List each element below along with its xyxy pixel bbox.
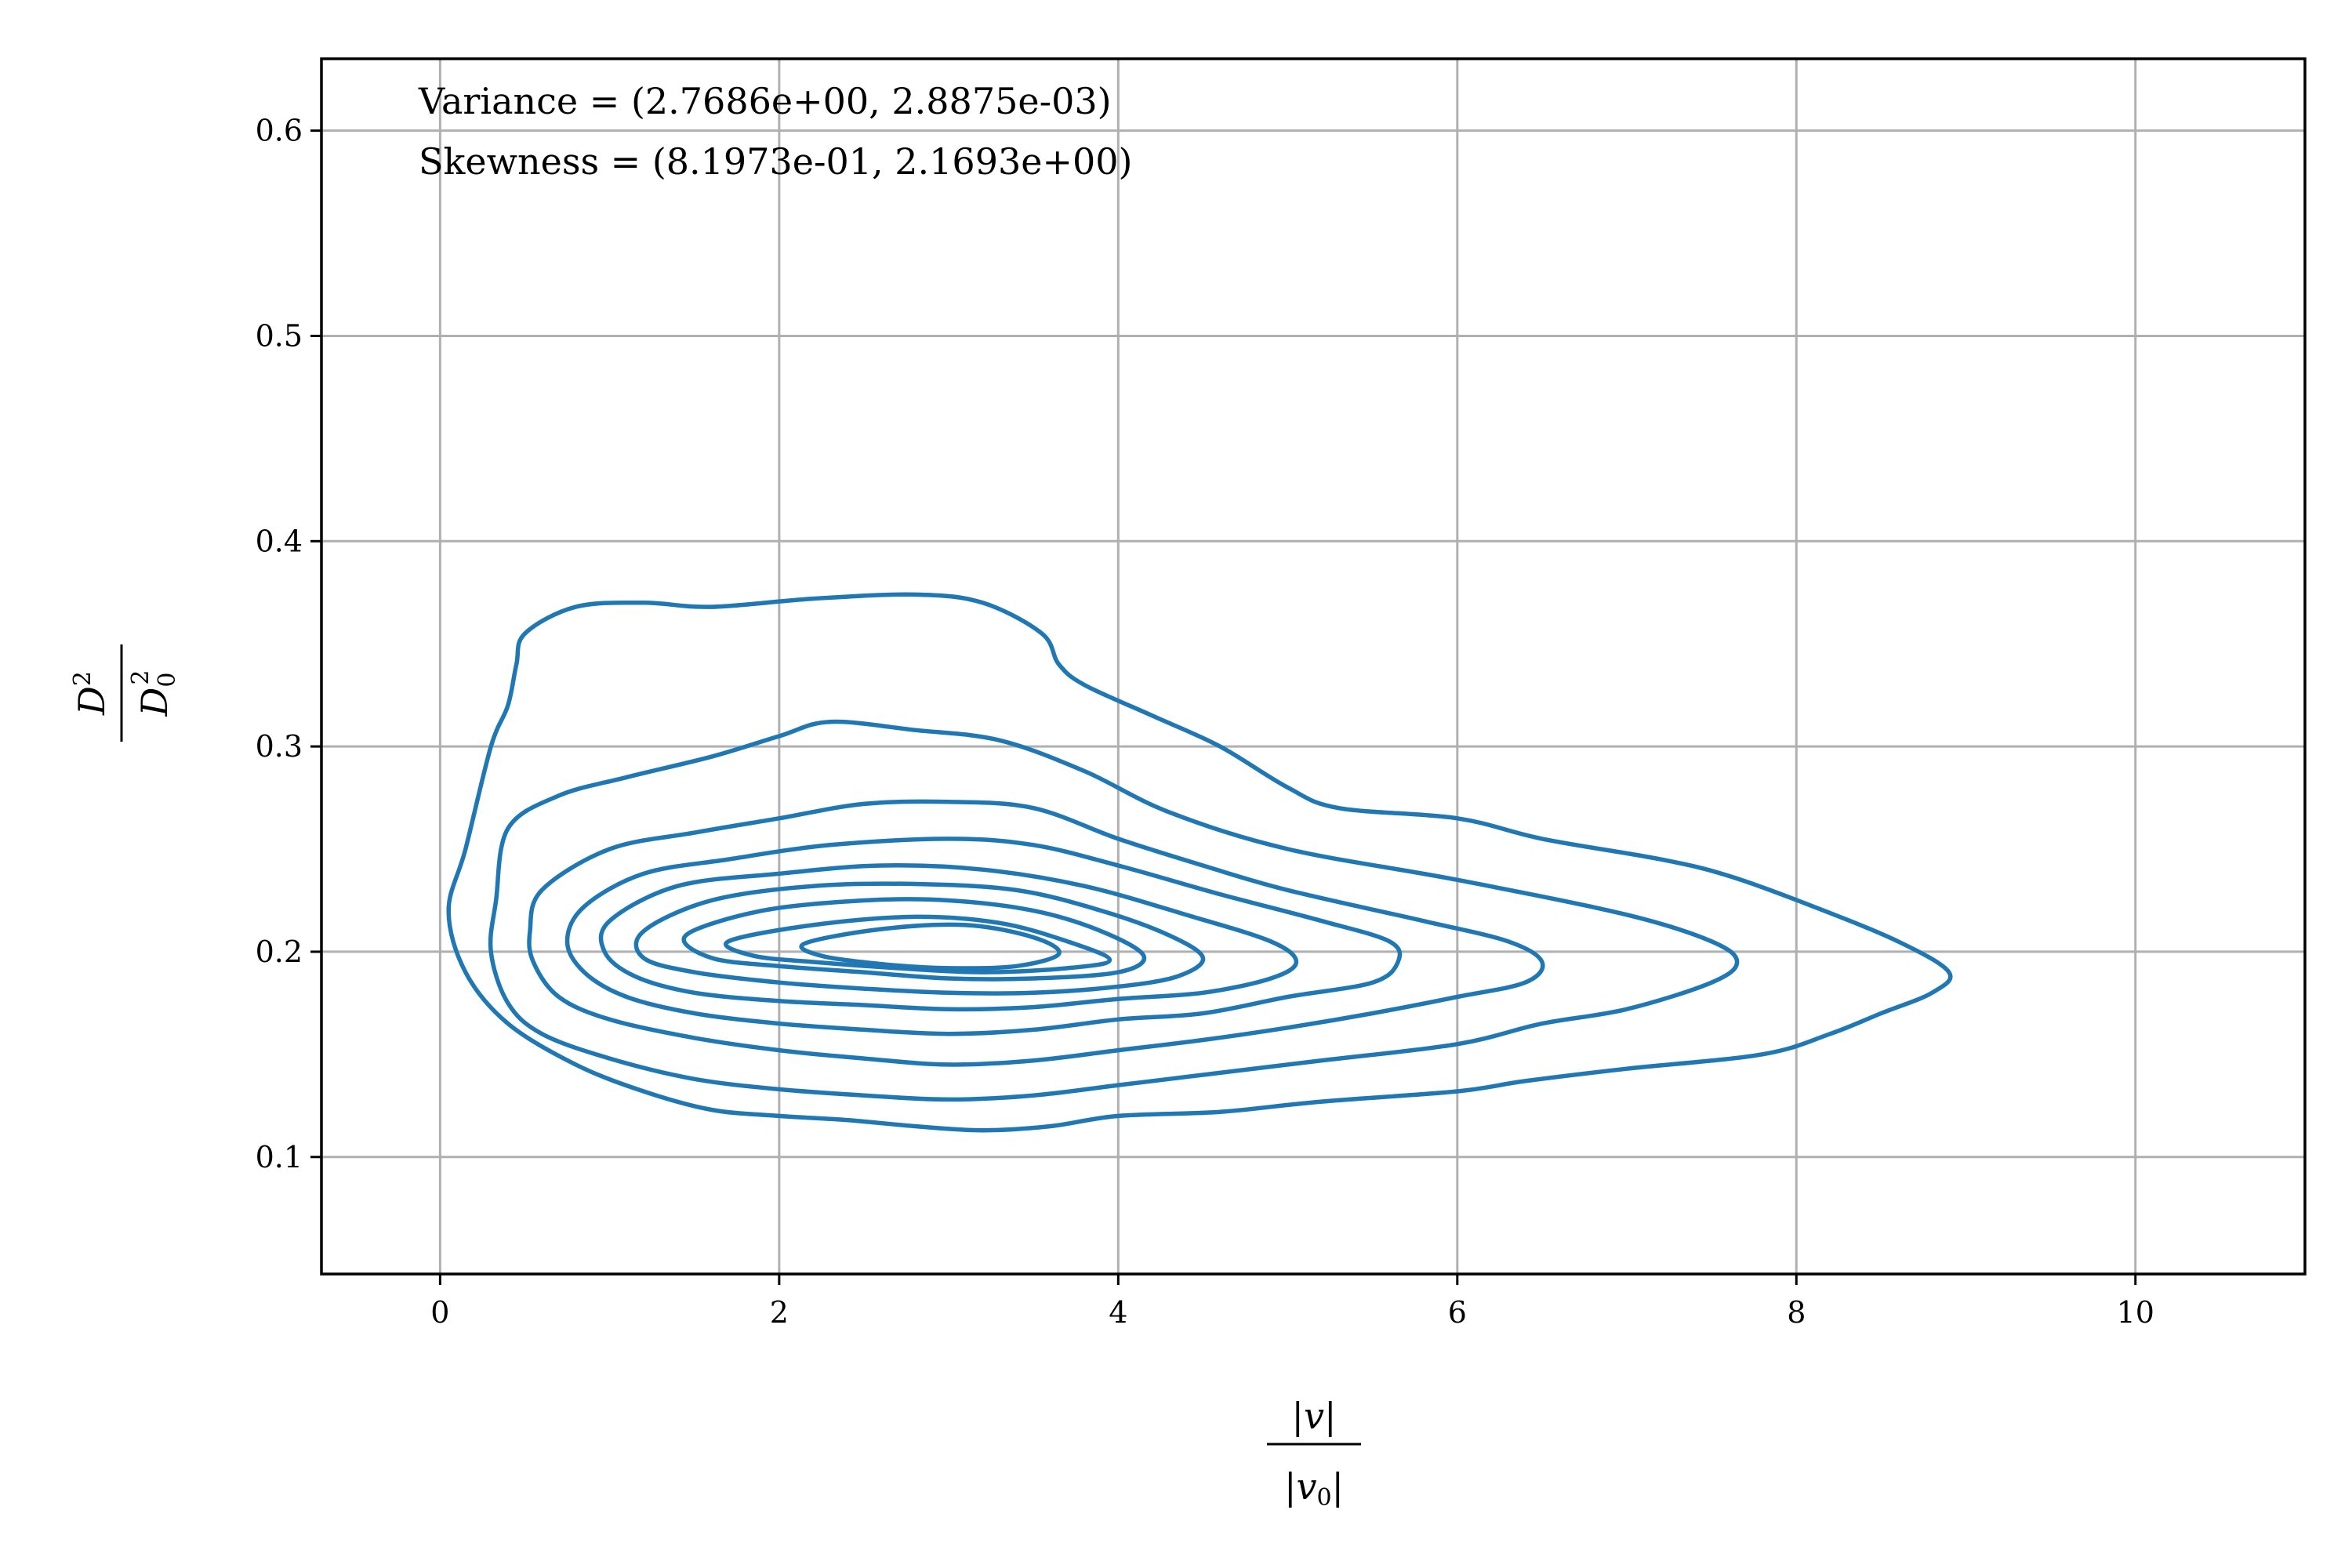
contour-line-level-9 [799, 922, 1062, 971]
y-label-denominator-base: D [133, 688, 176, 717]
contour-line-level-6 [633, 881, 1206, 996]
y-label-denominator-sub: 0 [154, 673, 181, 688]
contour-lines [446, 592, 1953, 1133]
x-tick-label: 10 [2117, 1295, 2154, 1330]
y-label-denominator-sup: 2 [127, 670, 154, 684]
y-label-numerator: D2 [69, 671, 113, 716]
y-tick-label: 0.3 [256, 729, 303, 764]
x-tick-label: 6 [1448, 1295, 1467, 1330]
plot-frame [320, 57, 2307, 1276]
contour-line-level-4 [564, 837, 1403, 1036]
annotation-variance: Variance = (2.7686e+00, 2.8875e-03) [418, 80, 1112, 122]
contour-line-level-8 [724, 914, 1112, 975]
annotation-skewness: Skewness = (8.1973e-01, 2.1693e+00) [419, 140, 1132, 183]
x-tick-label: 2 [770, 1295, 789, 1330]
axis-ticks: 0 2 4 6 8 10 0.1 0.2 0.3 0.4 0.5 0.6 [256, 114, 2154, 1330]
contour-line-level-3 [527, 799, 1545, 1067]
x-tick-label: 4 [1109, 1295, 1127, 1330]
y-tick-label: 0.2 [256, 935, 303, 969]
x-label-denominator-base: |v [1284, 1465, 1317, 1508]
y-label-denominator: D02 [127, 670, 181, 717]
x-tick-label: 8 [1787, 1295, 1806, 1330]
x-label-denominator: |v0| [1284, 1465, 1344, 1512]
y-tick-label: 0.5 [256, 318, 303, 353]
contour-line-level-2 [488, 719, 1740, 1102]
contour-line-level-5 [598, 863, 1299, 1012]
contour-line-level-1 [446, 592, 1953, 1133]
x-tick-label: 0 [430, 1295, 449, 1330]
x-label-denominator-tail: | [1332, 1465, 1345, 1508]
x-label-numerator: |v| [1292, 1395, 1337, 1437]
x-axis-label: |v| |v0| [1267, 1395, 1361, 1512]
y-axis-label: D2 D02 [69, 644, 181, 742]
y-tick-label: 0.1 [256, 1140, 303, 1174]
grid [321, 59, 2305, 1274]
y-tick-label: 0.6 [256, 114, 303, 148]
y-tick-label: 0.4 [256, 524, 303, 558]
y-label-numerator-base: D [71, 686, 113, 716]
x-label-denominator-sub: 0 [1316, 1484, 1331, 1512]
y-label-numerator-sup: 2 [69, 671, 96, 686]
contour-line-level-7 [681, 897, 1147, 982]
